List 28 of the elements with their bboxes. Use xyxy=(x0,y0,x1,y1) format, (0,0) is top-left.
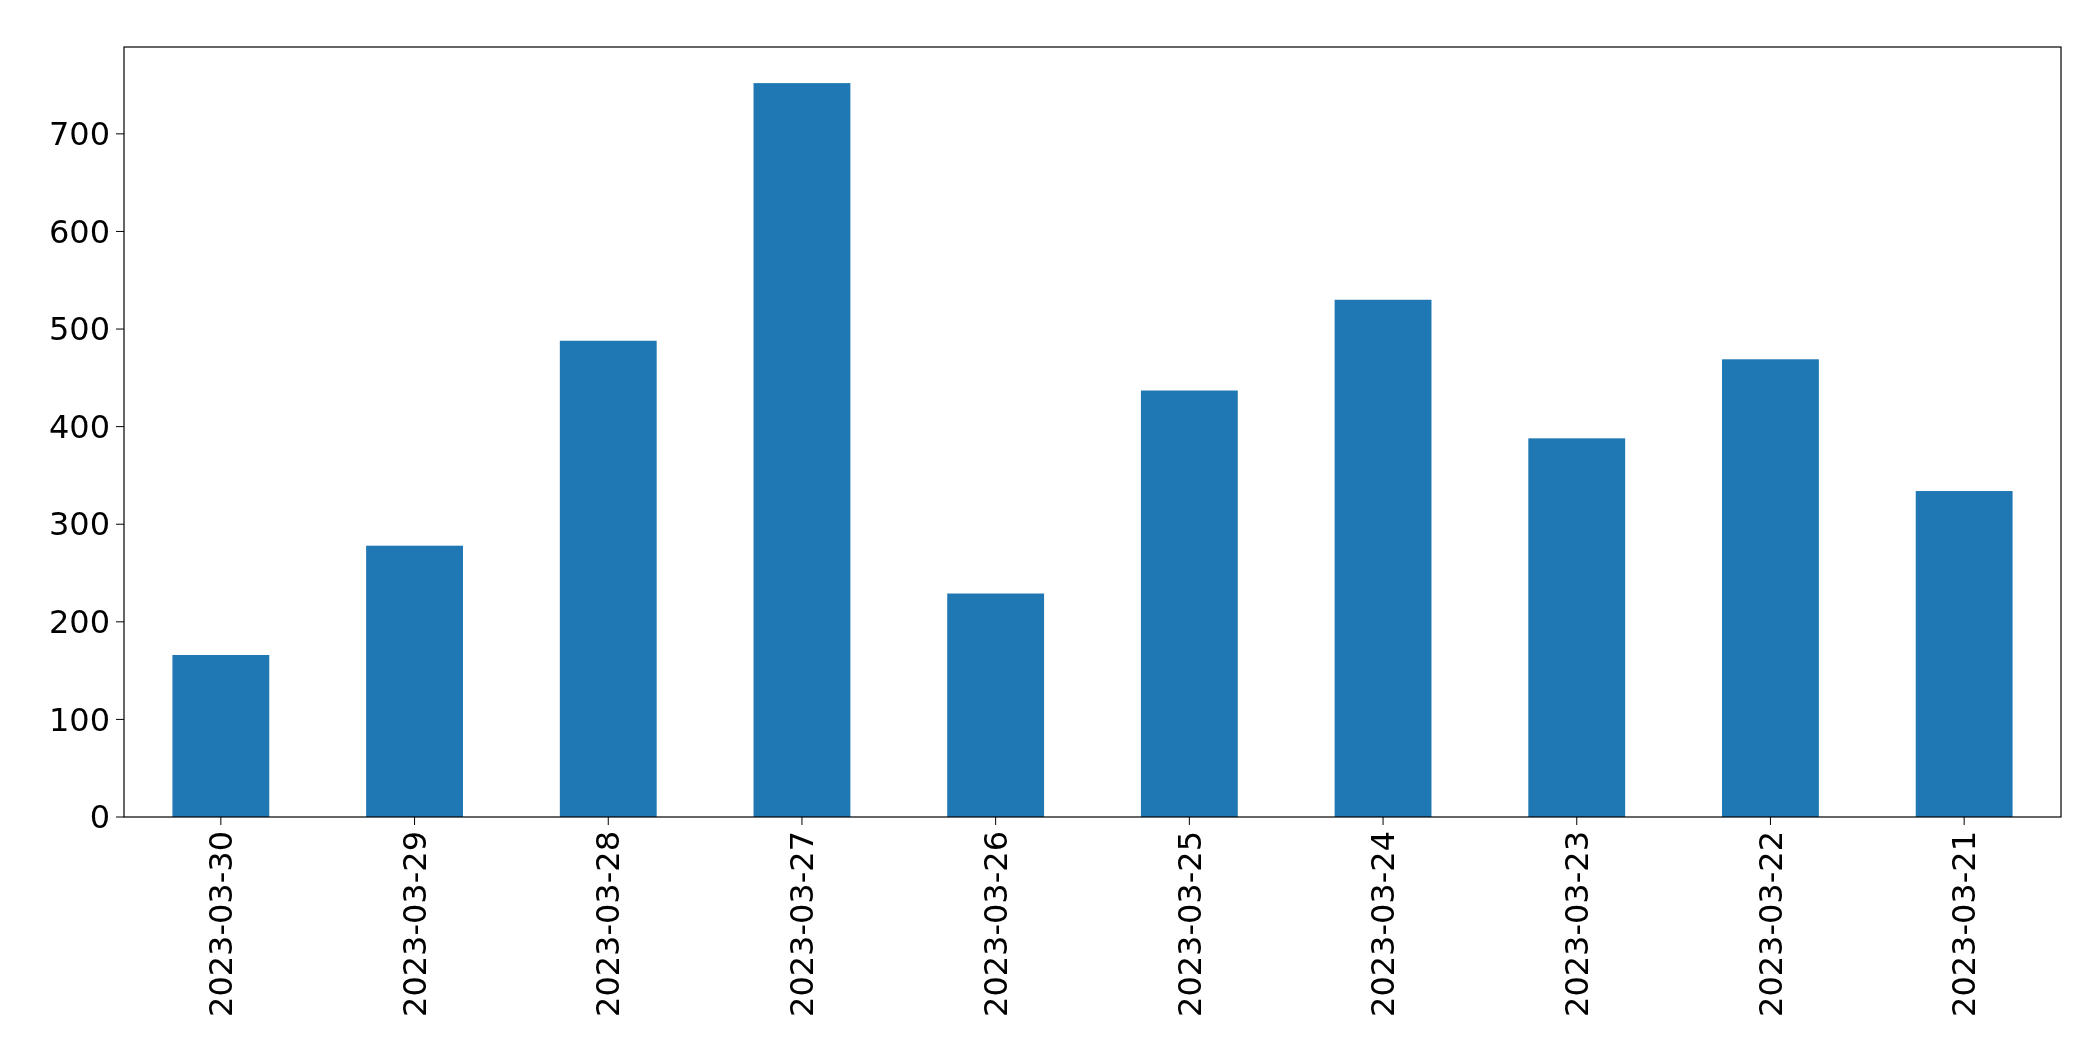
bar xyxy=(1528,438,1626,817)
x-tick-label: 2023-03-28 xyxy=(589,831,628,1017)
y-tick-label: 400 xyxy=(48,407,110,446)
y-tick-label: 500 xyxy=(48,310,110,349)
y-tick-label: 200 xyxy=(48,603,110,642)
y-tick-label: 100 xyxy=(48,700,110,739)
x-tick-label: 2023-03-30 xyxy=(202,831,241,1017)
x-tick-label: 2023-03-24 xyxy=(1364,831,1403,1017)
bar xyxy=(366,545,463,817)
bar xyxy=(1334,299,1432,817)
bar xyxy=(1722,359,1819,817)
x-tick-label: 2023-03-29 xyxy=(395,831,434,1017)
x-tick-label: 2023-03-27 xyxy=(783,831,822,1017)
x-tick-label: 2023-03-23 xyxy=(1557,831,1596,1017)
bar xyxy=(1140,390,1238,817)
x-tick-label: 2023-03-25 xyxy=(1170,831,1209,1017)
y-tick-label: 300 xyxy=(48,505,110,544)
bar xyxy=(753,83,851,817)
x-tick-label: 2023-03-21 xyxy=(1945,831,1984,1017)
y-tick-label: 0 xyxy=(89,798,110,837)
y-tick-label: 600 xyxy=(48,212,110,251)
bar xyxy=(947,593,1045,817)
bar xyxy=(172,655,270,817)
y-tick-label: 700 xyxy=(48,115,110,154)
bar xyxy=(559,340,657,817)
x-tick-label: 2023-03-22 xyxy=(1751,831,1790,1017)
x-tick-label: 2023-03-26 xyxy=(976,831,1015,1017)
bar xyxy=(1915,491,2013,817)
